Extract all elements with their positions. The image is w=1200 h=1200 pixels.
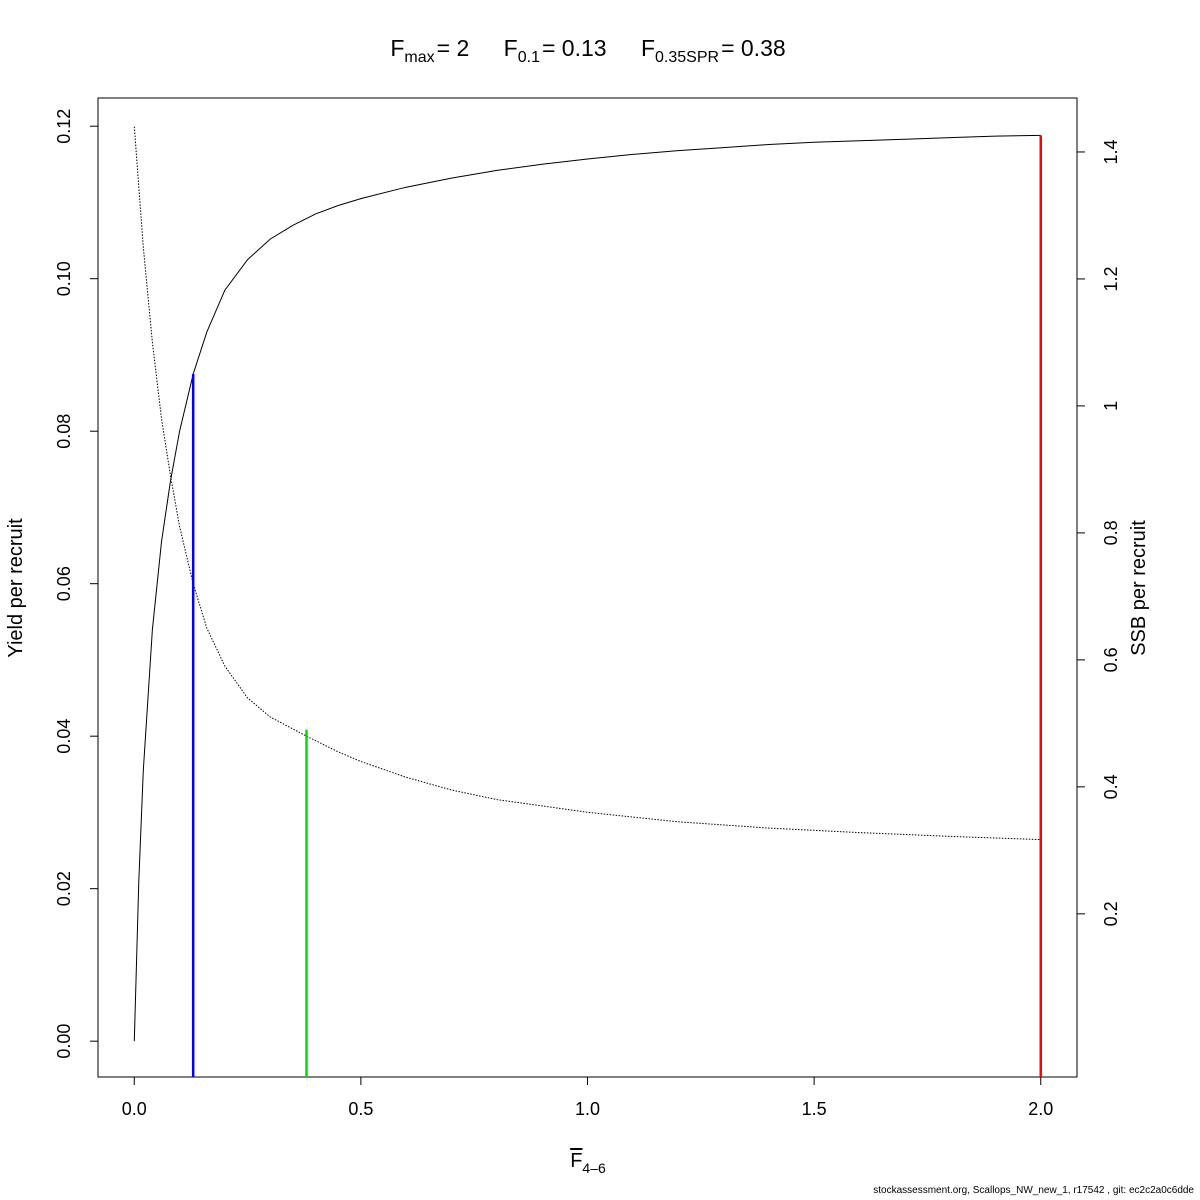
y-right-tick-label: 0.4	[1101, 774, 1121, 799]
x-axis-label: F4–6	[570, 1150, 606, 1176]
title-f01-label: F	[504, 35, 518, 61]
y-left-tick-label: 0.06	[54, 566, 74, 601]
series-line-yield	[133, 134, 1041, 1042]
x-axis-label-sub: 4–6	[582, 1160, 606, 1176]
y-right-tick-label: 0.2	[1101, 901, 1121, 926]
y-right-tick-label: 1	[1101, 401, 1121, 411]
reference-lines-layer	[191, 135, 1042, 1077]
y-left-tick-label: 0.00	[54, 1024, 74, 1059]
title-fmax-value: = 2	[437, 35, 470, 61]
series-line-ssb	[133, 126, 1041, 841]
y-left-tick-label: 0.12	[54, 109, 74, 144]
x-tick-label: 0.0	[122, 1099, 147, 1119]
title-f01-sub: 0.1	[518, 49, 540, 66]
chart-title: Fmax= 2 F0.1= 0.13 F0.35SPR= 0.38	[390, 35, 785, 66]
y-left-tick-label: 0.10	[54, 261, 74, 296]
y-left-tick-label: 0.08	[54, 414, 74, 449]
title-fspr-value: = 0.38	[721, 35, 786, 61]
y-right-tick-label: 0.6	[1101, 647, 1121, 672]
title-fspr-sub: 0.35SPR	[655, 49, 719, 66]
y-axis-right-label: SSB per recruit	[1128, 520, 1150, 656]
title-fmax-sub: max	[404, 49, 434, 66]
x-tick-label: 1.5	[802, 1099, 827, 1119]
title-fspr-label: F	[641, 35, 655, 61]
y-right-tick-label: 1.4	[1101, 139, 1121, 164]
x-tick-label: 2.0	[1028, 1099, 1053, 1119]
y-left-tick-label: 0.02	[54, 871, 74, 906]
x-axis-label-main: F	[570, 1150, 582, 1172]
series-layer	[133, 126, 1041, 1042]
footer-source: stockassessment.org, Scallops_NW_new_1, …	[873, 1185, 1194, 1196]
title-fmax-label: F	[390, 35, 404, 61]
plot-frame	[97, 97, 1078, 1078]
y-right-tick-label: 1.2	[1101, 266, 1121, 291]
x-axis: 0.0 0.5 1.0 1.5 2.0	[122, 1077, 1053, 1119]
y-axis-left: 0.00 0.02 0.04 0.06 0.08 0.10 0.12	[54, 109, 98, 1059]
y-right-tick-label: 0.8	[1101, 520, 1121, 545]
y-left-tick-label: 0.04	[54, 719, 74, 754]
y-axis-left-label: Yield per recruit	[5, 518, 27, 658]
x-tick-label: 0.5	[348, 1099, 373, 1119]
x-tick-label: 1.0	[575, 1099, 600, 1119]
title-f01-value: = 0.13	[542, 35, 607, 61]
y-axis-right: 0.2 0.4 0.6 0.8 1 1.2 1.4	[1077, 139, 1121, 926]
